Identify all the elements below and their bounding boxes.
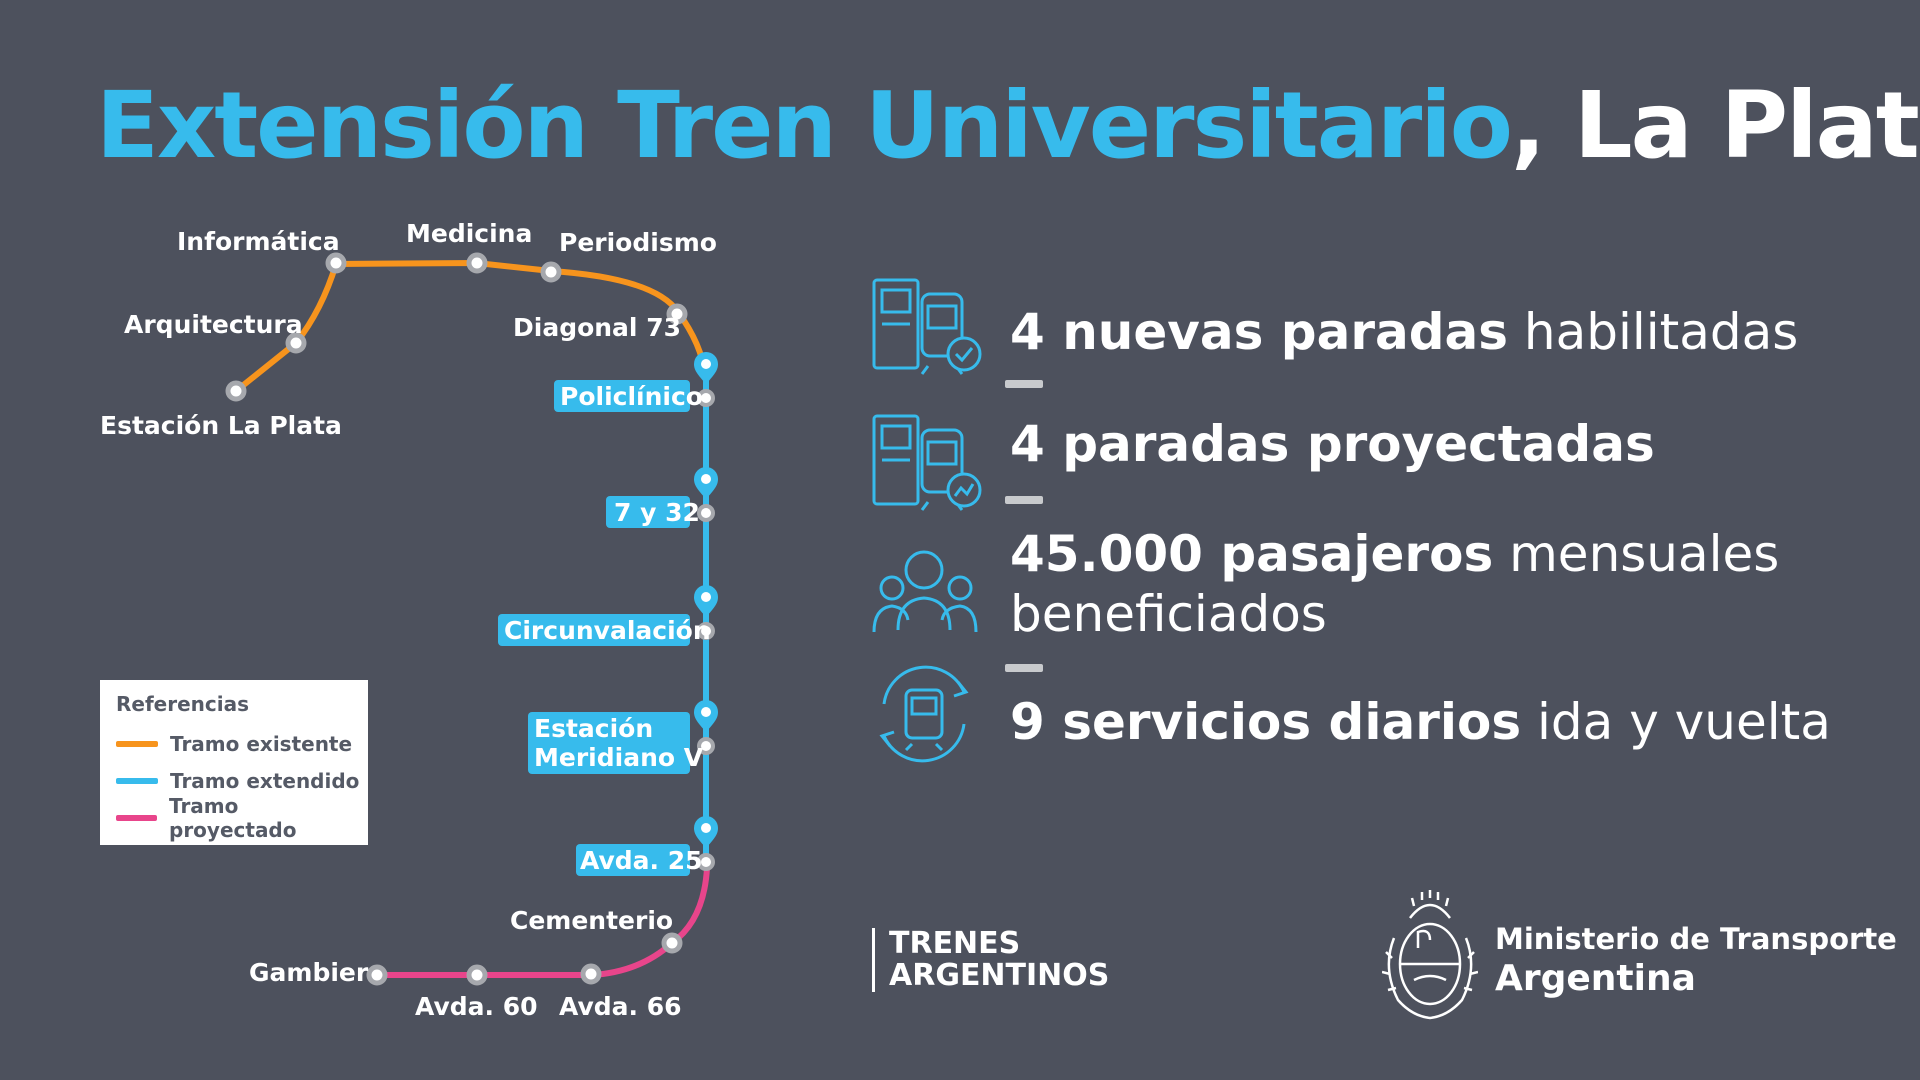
label-avda-25: Avda. 25 [580,846,703,875]
pin-policlinico [694,352,718,407]
stat-4-bold: 9 servicios diarios [1010,693,1522,751]
ministerio-line-2: Argentina [1495,958,1696,999]
trenes-argentinos-logo: TRENES ARGENTINOS [872,928,1109,992]
trenes-line-2: ARGENTINOS [889,958,1110,993]
legend-item-existing: Tramo existente [116,732,352,756]
station-dot-diagonal-73 [666,303,688,325]
stat-nuevas-paradas: 4 nuevas paradas habilitadas [1010,302,1798,362]
stat-3-bold: 45.000 pasajeros [1010,525,1494,583]
label-estacion-la-plata: Estación La Plata [100,411,342,440]
station-dot-avda-60 [466,964,488,986]
label-avda-60: Avda. 60 [415,992,538,1021]
tag-circunvalacion [498,614,690,646]
pin-meridiano-v [694,700,718,755]
station-dot-avda-66 [580,963,602,985]
stat-pasajeros: 45.000 pasajeros mensuales beneficiados [1010,524,1779,644]
ministerio-logo: Ministerio de Transporte Argentina [1495,922,1897,999]
legend-item-extended: Tramo extendido [116,769,359,793]
stat-2-bold: 4 paradas proyectadas [1010,415,1655,473]
legend: Referencias Tramo existente Tramo extend… [100,680,368,845]
stat-1-bold: 4 nuevas paradas [1010,303,1509,361]
stat-3-line2: beneficiados [1010,585,1327,643]
legend-label-existing: Tramo existente [170,732,353,756]
station-extended-markers [694,352,718,871]
label-circunvalacion: Circunvalación [504,616,711,645]
train-stops-chart-icon [872,414,982,511]
pin-avda-25 [694,816,718,871]
title-highlight: Extensión Tren Universitario [96,72,1513,179]
legend-item-projected: Tramo proyectado [116,794,368,842]
title-rest: , La Plata [1510,72,1920,179]
label-cementerio: Cementerio [510,906,673,935]
label-7-y-32: 7 y 32 [614,498,700,527]
legend-label-extended: Tramo extendido [170,769,360,793]
stat-paradas-proyectadas: 4 paradas proyectadas [1010,414,1655,474]
stat-4-rest: ida y vuelta [1521,693,1831,751]
pin-7-y-32 [694,467,718,522]
divider-1 [1005,380,1043,388]
label-avda-66: Avda. 66 [559,992,682,1021]
label-diagonal-73: Diagonal 73 [513,313,681,342]
station-dot-estacion-la-plata [225,380,247,402]
station-dot-informatica [325,252,347,274]
label-periodismo: Periodismo [559,228,717,257]
station-dot-arquitectura [285,332,307,354]
stat-1-rest: habilitadas [1508,303,1799,361]
label-policlinico: Policlínico [560,382,703,411]
stat-3-rest: mensuales [1493,525,1780,583]
train-roundtrip-icon [879,665,969,763]
station-dot-medicina [466,252,488,274]
station-projected-dots [366,932,683,986]
legend-label-projected: Tramo proyectado [169,794,297,842]
ministerio-line-1: Ministerio de Transporte [1495,922,1897,956]
station-dot-periodismo [540,261,562,283]
legend-swatch-existing [116,741,158,747]
stat-servicios: 9 servicios diarios ida y vuelta [1010,692,1831,752]
coat-of-arms-icon [1382,890,1478,1020]
legend-swatch-extended [116,778,158,784]
station-dot-gambier [366,964,388,986]
label-informatica: Informática [177,227,340,256]
label-arquitectura: Arquitectura [124,310,303,339]
label-medicina: Medicina [406,219,532,248]
station-existing-dots [225,252,688,402]
divider-2 [1005,496,1043,504]
label-meridiano-line2: Meridiano V [534,743,704,772]
label-gambier: Gambier [249,958,369,987]
tag-policlinico [554,380,690,412]
pin-circunvalacion [694,585,718,640]
tag-meridiano-v [528,712,690,774]
tag-avda-25 [576,844,690,876]
legend-swatch-projected [116,815,157,821]
tag-7-y-32 [606,496,690,528]
page-title: Extensión Tren Universitario, La Plata [96,72,1920,179]
train-stops-check-icon [872,278,982,375]
existing-route-line [233,259,708,394]
legend-title: Referencias [116,692,250,716]
label-meridiano-line1: Estación [534,714,653,743]
trenes-line-1: TRENES [889,926,1021,961]
station-dot-cementerio [661,932,683,954]
divider-3 [1005,664,1043,672]
passengers-icon [872,550,978,633]
